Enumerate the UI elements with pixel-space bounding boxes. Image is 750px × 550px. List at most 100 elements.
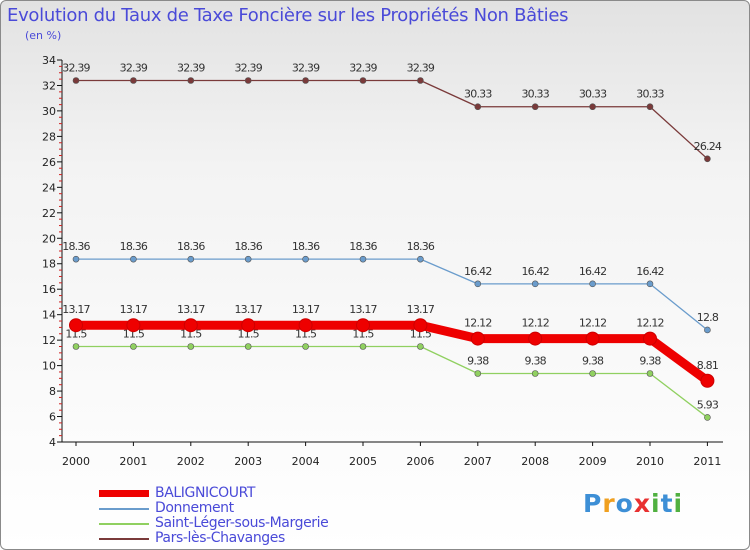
data-point — [298, 318, 313, 333]
data-point — [474, 370, 482, 377]
data-label: 11.5 — [65, 328, 87, 341]
data-point — [531, 280, 539, 288]
data-label: 13.17 — [407, 303, 435, 316]
data-label: 18.36 — [407, 240, 435, 253]
data-point — [130, 255, 137, 263]
data-point — [413, 318, 428, 333]
data-label: 18.36 — [120, 240, 148, 253]
data-label: 32.39 — [62, 62, 90, 75]
y-tick-label: 6 — [49, 411, 56, 424]
y-tick-label: 4 — [49, 436, 56, 449]
data-label: 13.17 — [349, 303, 377, 316]
data-point — [700, 373, 715, 388]
data-label: 12.12 — [521, 317, 549, 330]
y-tick-label: 8 — [49, 385, 56, 398]
data-point — [130, 343, 137, 350]
data-point — [585, 331, 600, 346]
y-tick-label: 16 — [42, 283, 56, 296]
data-point — [126, 318, 141, 333]
data-point — [187, 77, 195, 84]
y-tick-label: 24 — [42, 181, 56, 194]
data-label: 32.39 — [177, 62, 205, 75]
x-tick-label: 2005 — [349, 455, 377, 468]
data-label: 5.93 — [697, 398, 719, 411]
data-point — [470, 331, 485, 346]
data-label: 16.42 — [521, 265, 549, 278]
legend-swatch-saint-leger — [99, 523, 149, 525]
data-point — [589, 103, 596, 111]
data-point — [417, 77, 424, 84]
logo-letter: x — [633, 489, 651, 518]
data-label: 9.38 — [639, 354, 661, 367]
data-label: 13.17 — [292, 303, 320, 316]
data-point — [589, 370, 596, 377]
data-point — [241, 318, 256, 333]
data-label: 11.5 — [295, 328, 317, 341]
data-label: 18.36 — [177, 240, 205, 253]
data-point — [646, 370, 654, 377]
y-tick-label: 28 — [42, 130, 56, 143]
data-point — [704, 155, 711, 163]
data-point — [183, 318, 198, 333]
data-label: 11.5 — [123, 328, 145, 341]
data-point — [474, 280, 482, 288]
legend-label-saint-leger: Saint-Léger-sous-Margerie — [155, 515, 329, 531]
data-point — [474, 103, 482, 111]
data-label: 32.39 — [349, 62, 377, 75]
y-axis-unit: (en %) — [25, 29, 62, 42]
data-label: 9.38 — [582, 354, 604, 367]
data-label: 30.33 — [521, 88, 549, 101]
data-point — [187, 255, 195, 263]
data-label: 32.39 — [292, 62, 320, 75]
x-tick-label: 2010 — [636, 455, 664, 468]
x-tick-label: 2007 — [464, 455, 492, 468]
data-label: 30.33 — [464, 88, 492, 101]
data-label: 12.8 — [697, 311, 719, 324]
data-point — [302, 343, 309, 350]
data-label: 13.17 — [120, 303, 148, 316]
data-label: 13.17 — [177, 303, 205, 316]
y-tick-label: 18 — [42, 258, 56, 271]
series-line — [75, 345, 709, 419]
data-point — [244, 77, 252, 84]
y-tick-label: 34 — [42, 54, 56, 67]
data-point — [359, 343, 367, 350]
series-line — [75, 258, 709, 331]
logo-letter: i — [673, 489, 684, 518]
legend-label-balignicourt: BALIGNICOURT — [155, 485, 256, 501]
data-label: 8.81 — [697, 359, 718, 372]
data-point — [531, 370, 539, 377]
data-point — [187, 343, 195, 350]
data-point — [417, 343, 424, 350]
data-label: 32.39 — [407, 62, 435, 75]
y-tick-label: 26 — [42, 156, 56, 169]
data-point — [244, 255, 252, 263]
data-label: 26.24 — [694, 140, 722, 153]
legend-label-pars-les-chavanges: Pars-lès-Chavanges — [155, 530, 285, 546]
data-label: 18.36 — [349, 240, 377, 253]
logo-letter: o — [615, 489, 634, 518]
data-point — [72, 255, 80, 263]
y-tick-label: 12 — [42, 334, 56, 347]
x-tick-label: 2000 — [62, 455, 90, 468]
proxiti-logo: Proxiti — [583, 489, 683, 518]
x-tick-label: 2006 — [406, 455, 434, 468]
data-point — [646, 103, 654, 111]
data-point — [72, 343, 80, 350]
data-point — [417, 255, 424, 263]
x-tick-label: 2011 — [693, 455, 721, 468]
data-label: 12.12 — [579, 317, 607, 330]
data-label: 11.5 — [352, 328, 374, 341]
data-label: 11.5 — [180, 328, 202, 341]
data-point — [244, 343, 252, 350]
data-label: 12.12 — [464, 317, 492, 330]
data-point — [704, 326, 711, 334]
data-label: 30.33 — [636, 88, 664, 101]
data-label: 18.36 — [234, 240, 262, 253]
legend-label-donnement: Donnement — [155, 500, 234, 516]
data-point — [69, 318, 83, 333]
series-line — [75, 79, 709, 160]
x-tick-label: 2002 — [177, 455, 205, 468]
data-label: 32.39 — [234, 62, 262, 75]
